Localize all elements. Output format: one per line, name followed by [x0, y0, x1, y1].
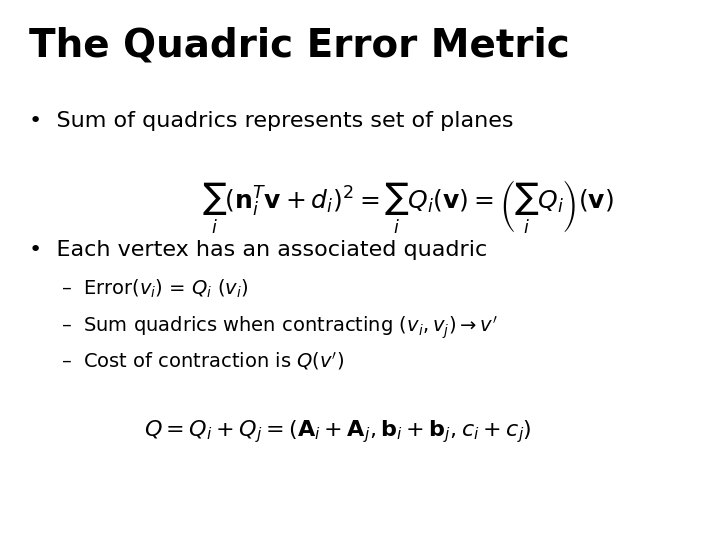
Text: •  Each vertex has an associated quadric: • Each vertex has an associated quadric	[29, 240, 487, 260]
Text: $\sum_{i}(\mathbf{n}_i^T\mathbf{v}+d_i)^2 = \sum_{i}Q_i(\mathbf{v}) = \left(\sum: $\sum_{i}(\mathbf{n}_i^T\mathbf{v}+d_i)^…	[202, 178, 613, 235]
Text: The Quadric Error Metric: The Quadric Error Metric	[29, 27, 570, 65]
Text: –  Cost of contraction is $Q(v')$: – Cost of contraction is $Q(v')$	[61, 350, 344, 373]
Text: •  Sum of quadrics represents set of planes: • Sum of quadrics represents set of plan…	[29, 111, 513, 131]
Text: –  Sum quadrics when contracting $(v_i, v_j) \rightarrow v'$: – Sum quadrics when contracting $(v_i, v…	[61, 314, 498, 341]
Text: $Q = Q_i + Q_j = (\mathbf{A}_i + \mathbf{A}_j, \mathbf{b}_i + \mathbf{b}_j, c_i : $Q = Q_i + Q_j = (\mathbf{A}_i + \mathbf…	[144, 418, 531, 445]
Text: –  Error($v_i$) = $Q_i$ $(v_i)$: – Error($v_i$) = $Q_i$ $(v_i)$	[61, 278, 249, 300]
